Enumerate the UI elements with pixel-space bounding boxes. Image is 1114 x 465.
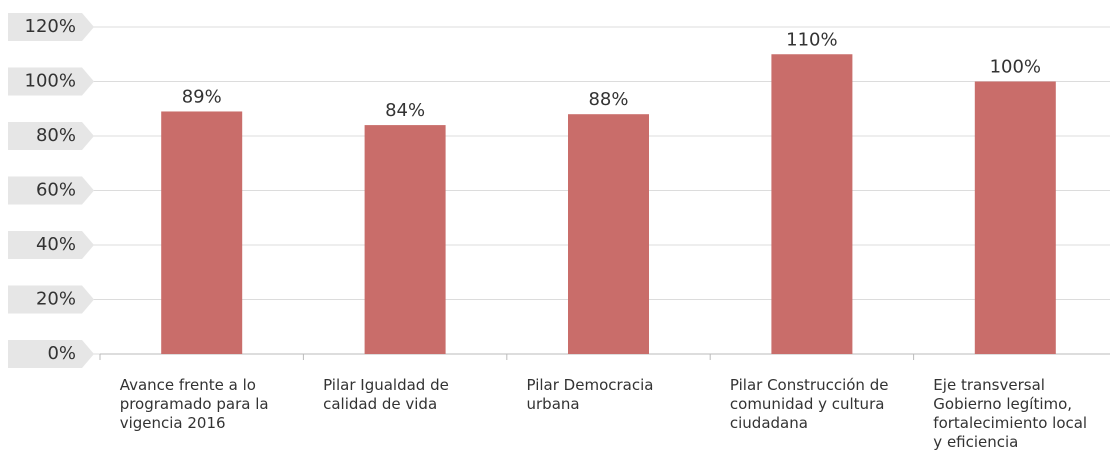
x-tick-label: Pilar Igualdad de calidad de vida	[323, 376, 449, 413]
bar	[771, 54, 853, 354]
value-label: 84%	[385, 100, 425, 121]
y-tick-tag	[8, 122, 94, 150]
y-tick-label: 100%	[25, 71, 76, 92]
value-label: 89%	[182, 86, 222, 107]
y-tick-label: 40%	[36, 234, 76, 255]
bar	[568, 114, 649, 354]
y-tick-tag	[8, 231, 94, 259]
x-tick-label: Pilar Democracia urbana	[526, 376, 654, 413]
y-tick-tag	[8, 13, 94, 41]
x-tick-label: Eje transversal Gobierno legítimo, forta…	[933, 376, 1088, 451]
y-tick-tag	[8, 285, 94, 314]
y-tick-label: 20%	[36, 289, 76, 310]
x-tick-label: Pilar Construcción de comunidad y cultur…	[729, 376, 889, 432]
value-label: 110%	[786, 29, 837, 50]
y-tick-label: 80%	[36, 125, 76, 146]
bar	[974, 81, 1056, 354]
y-tick-tag	[8, 340, 94, 368]
bar	[161, 111, 243, 354]
y-tick-label: 120%	[25, 16, 76, 37]
y-tick-label: 60%	[36, 180, 76, 201]
value-label: 100%	[990, 57, 1041, 78]
bar	[364, 125, 446, 354]
value-label: 88%	[588, 89, 628, 110]
y-tick-label: 0%	[47, 343, 76, 364]
x-tick-label: Avance frente a lo programado para la vi…	[119, 376, 269, 432]
y-tick-tag	[8, 176, 94, 205]
y-tick-tag	[8, 67, 94, 96]
